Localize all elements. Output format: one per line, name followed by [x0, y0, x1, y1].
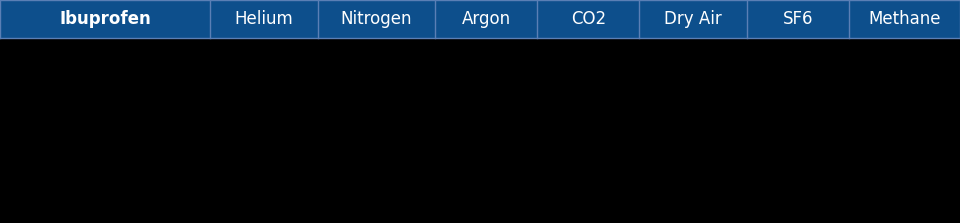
Bar	[747, 0, 849, 38]
Bar	[537, 0, 639, 38]
Text: Ibuprofen: Ibuprofen	[60, 10, 151, 28]
Text: Nitrogen: Nitrogen	[341, 10, 412, 28]
Bar	[849, 0, 960, 38]
Text: Helium: Helium	[234, 10, 294, 28]
Bar	[639, 0, 747, 38]
Text: Methane: Methane	[868, 10, 941, 28]
Text: SF6: SF6	[782, 10, 813, 28]
Bar	[210, 0, 318, 38]
Text: Argon: Argon	[462, 10, 511, 28]
Bar	[318, 0, 435, 38]
Bar	[435, 0, 537, 38]
Text: CO2: CO2	[570, 10, 606, 28]
Bar	[0, 0, 210, 38]
Text: Dry Air: Dry Air	[664, 10, 722, 28]
